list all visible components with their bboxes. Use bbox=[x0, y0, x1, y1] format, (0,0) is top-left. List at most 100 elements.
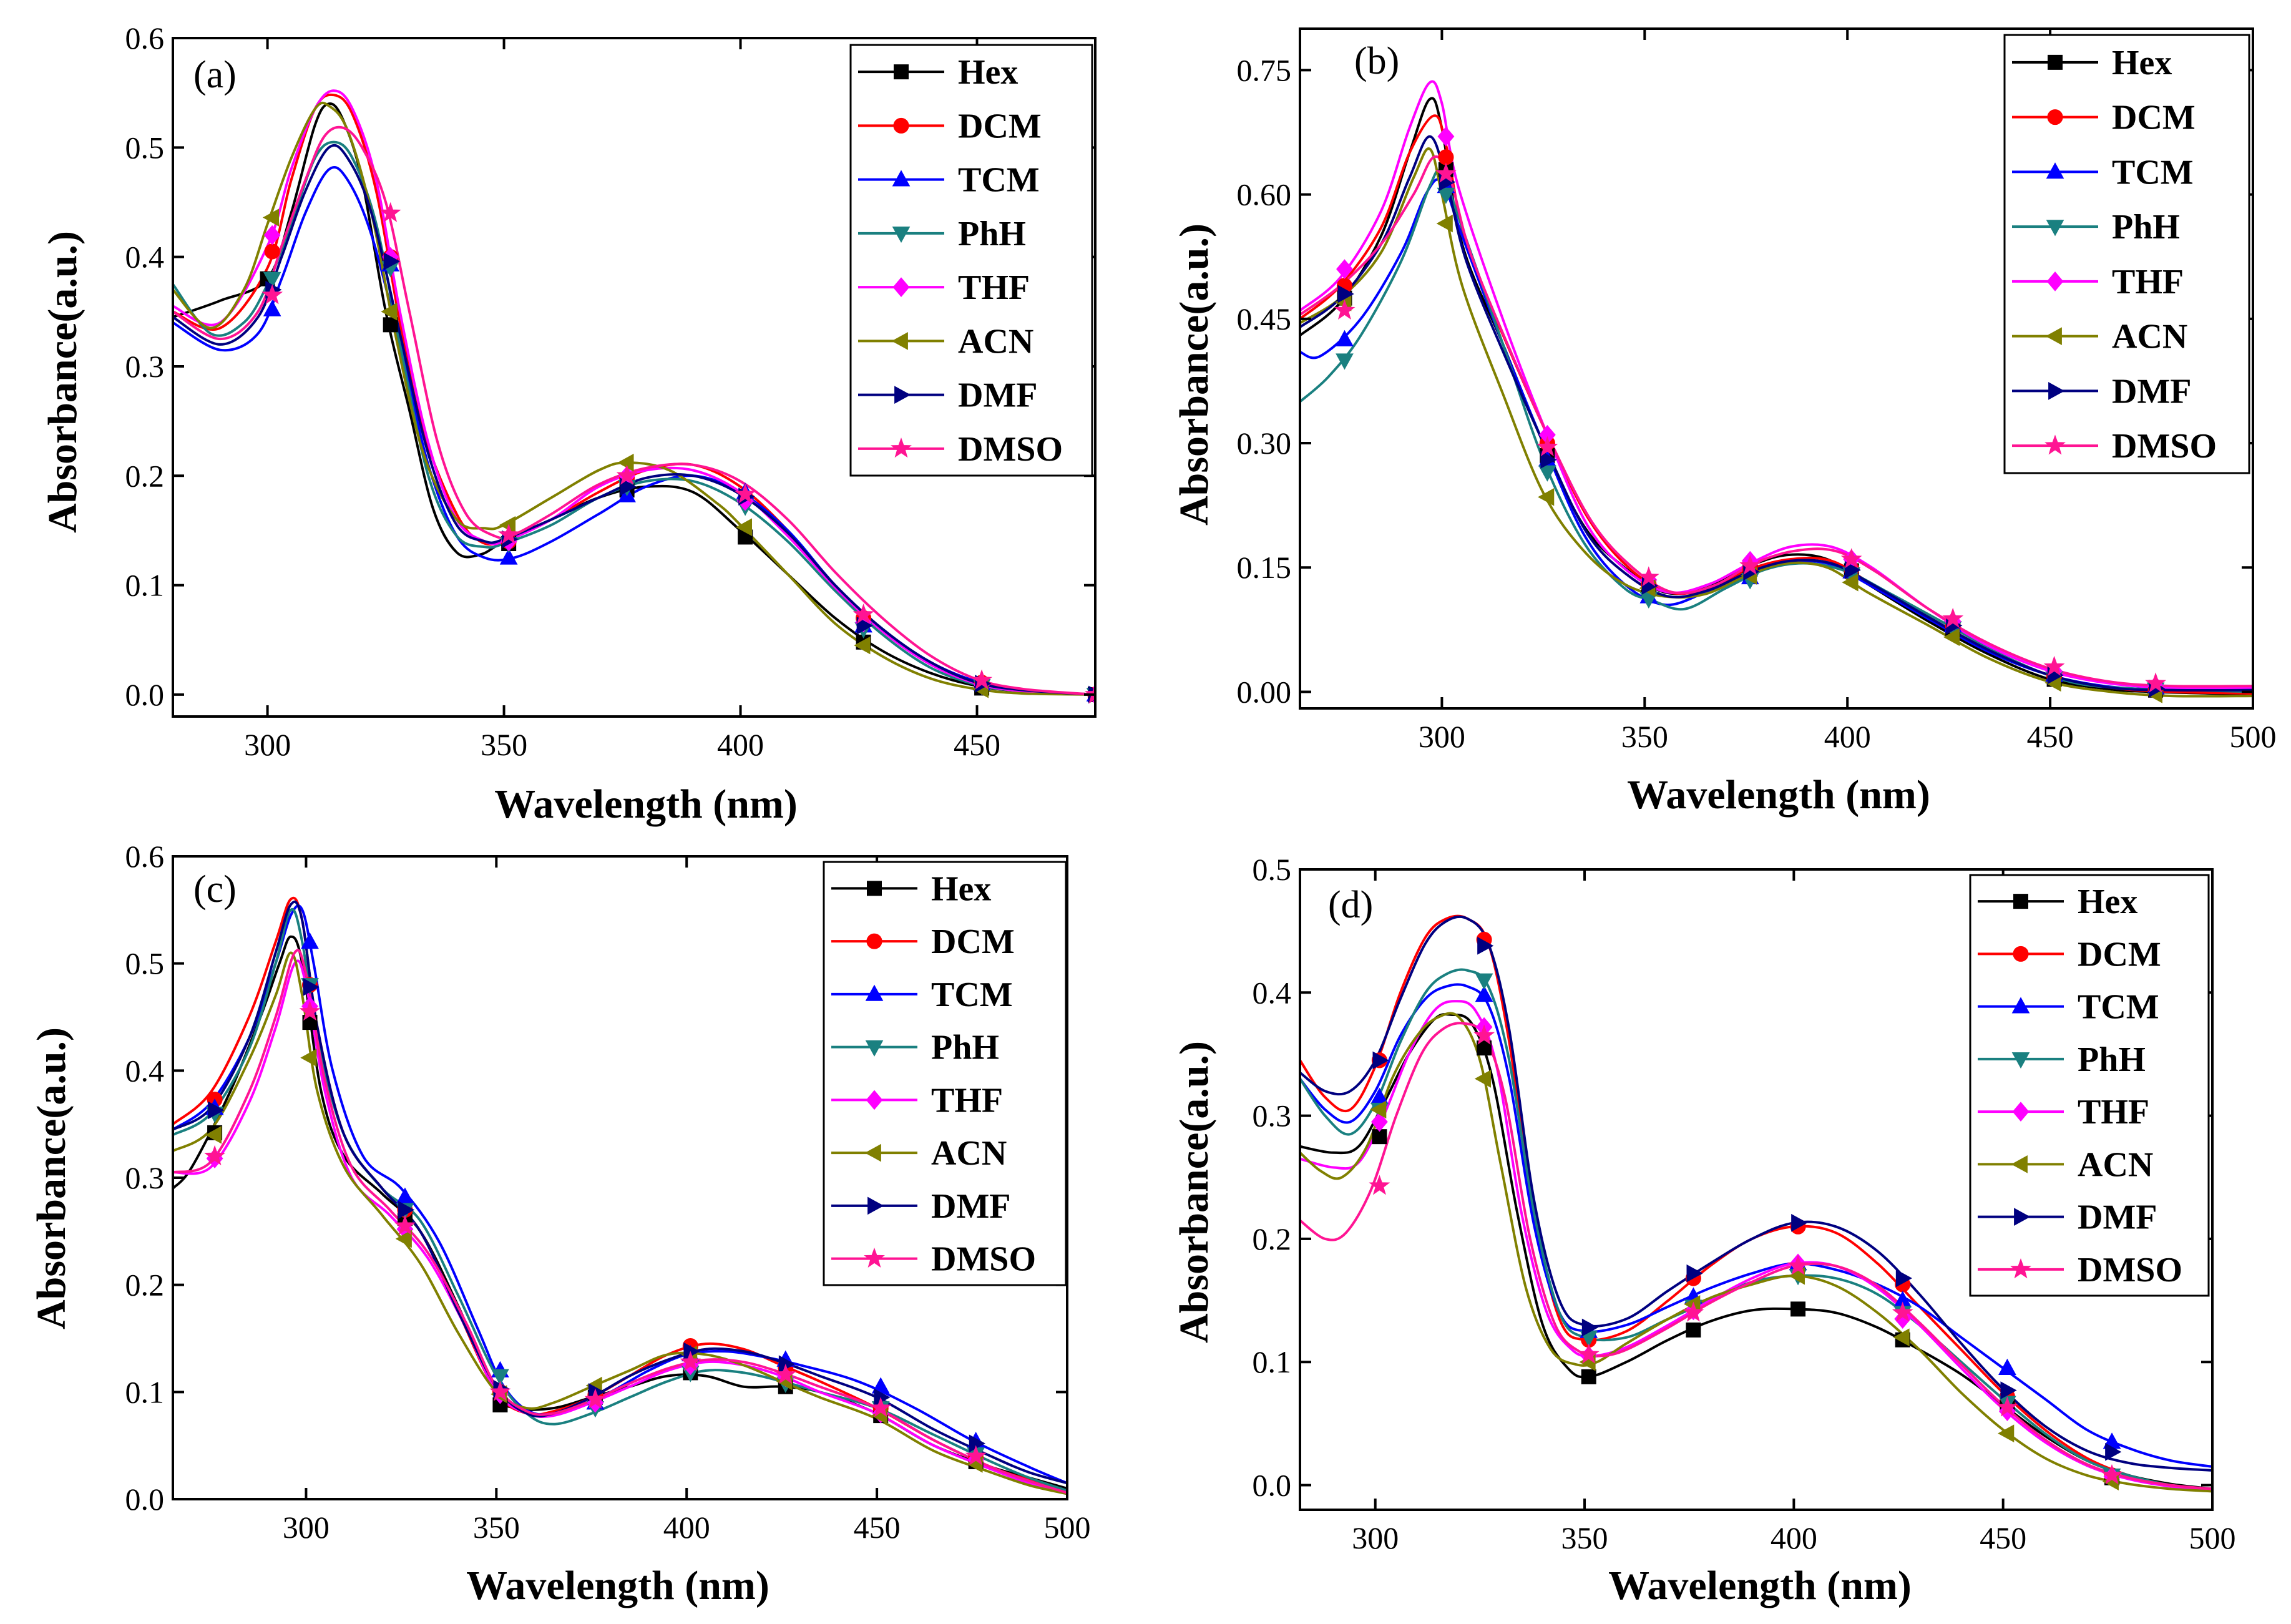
panel-b-series-acn-marker bbox=[1436, 214, 1453, 233]
panel-b-series-phh-marker bbox=[1437, 187, 1455, 204]
panel-c-legend-item-hex: Hex bbox=[831, 869, 991, 908]
panel-d-series-dmso-marker bbox=[1473, 1024, 1495, 1045]
panel-d-series-dmso-marker bbox=[1787, 1255, 1809, 1275]
panel-d-series-hex-marker bbox=[1581, 1369, 1596, 1384]
panel-b-legend-item-thf: THF bbox=[2012, 263, 2184, 301]
panel-d-series-dmso-marker bbox=[1892, 1301, 1913, 1322]
panel-b-x-tick-label: 500 bbox=[2230, 719, 2277, 754]
panel-a-series-acn-marker bbox=[617, 453, 634, 472]
panel-a-legend-marker-dmf bbox=[894, 386, 911, 404]
panel-c-x-tick-label: 500 bbox=[1044, 1510, 1091, 1545]
panel-d-legend-label-acn: ACN bbox=[2078, 1145, 2153, 1184]
panel-a-series-dmso-marker bbox=[616, 464, 638, 485]
panel-c-series-dmf-marker bbox=[303, 978, 320, 996]
panel-a-plot-area: 300 350 400 450 0.0 0.1 0.2 0.3 0.4 0.5 0.6 Hex DCM T… bbox=[125, 21, 1097, 762]
panel-d-series-acn-marker bbox=[1998, 1424, 2015, 1443]
panel-a-y-tick-label: 0.6 bbox=[125, 21, 165, 56]
panel-a-series-dmso-marker bbox=[852, 604, 874, 624]
panel-b-y-tick-label: 0.15 bbox=[1237, 550, 1292, 585]
panel-d-series-hex-marker bbox=[1686, 1322, 1701, 1338]
panel-a-series-dmf-marker bbox=[620, 477, 637, 496]
panel-a-series-tcm-marker bbox=[263, 300, 281, 316]
panel-c-series-dmso-marker bbox=[394, 1215, 416, 1235]
panel-c-x-tick-label: 300 bbox=[283, 1510, 330, 1545]
panel-d-frame bbox=[1299, 868, 2214, 1511]
panel-c-legend-marker-dmf bbox=[867, 1196, 884, 1215]
panel-d-legend-item-dcm: DCM bbox=[1978, 935, 2161, 974]
panel-b-series-dmf-marker bbox=[1540, 451, 1557, 469]
panel-b-series-dmso-marker bbox=[1638, 566, 1659, 587]
panel-d-x-tick-label: 300 bbox=[1352, 1520, 1399, 1555]
panel-c: 300 350 400 450 500 0.0 0.1 0.2 0.3 0.4 0.5 0.6 Hex D… bbox=[29, 839, 1091, 1608]
panel-c-series-acn-marker bbox=[395, 1230, 412, 1248]
panel-a-legend-label-dmf: DMF bbox=[958, 376, 1038, 415]
panel-a-series-dmso-marker bbox=[261, 284, 283, 305]
panel-b-y-axis-title: Absorbance(a.u.) bbox=[1171, 223, 1217, 526]
panel-c-legend-marker-phh bbox=[865, 1040, 884, 1057]
panel-a-legend-marker-tcm bbox=[892, 170, 911, 187]
panel-d-legend-item-tcm: TCM bbox=[1978, 988, 2159, 1027]
panel-b-legend-marker-dcm bbox=[2047, 109, 2063, 125]
panel-d-series-hex-line bbox=[1300, 1013, 2212, 1490]
panel-a-series-dmf-marker bbox=[383, 252, 400, 270]
panel-c-series-markers bbox=[204, 932, 987, 1473]
panel-d-series-acn-marker bbox=[1474, 1070, 1491, 1088]
panel-c-series-dmso-marker bbox=[774, 1364, 796, 1384]
panel-d-series-dmso-marker bbox=[1369, 1175, 1390, 1195]
panel-b-y-tick-label: 0.75 bbox=[1237, 52, 1292, 87]
panel-c-series-dmso-marker bbox=[965, 1445, 987, 1465]
panel-c-legend-item-dmso: DMSO bbox=[831, 1240, 1036, 1279]
panel-d-y-tick-label: 0.1 bbox=[1253, 1344, 1292, 1379]
panel-b-series-dmso-marker bbox=[1334, 299, 1356, 320]
panel-a-series-acn-marker bbox=[735, 518, 753, 537]
panel-b-series-thf-line bbox=[1300, 80, 2253, 690]
panel-d-legend-marker-dmso bbox=[2010, 1258, 2031, 1279]
panel-c-legend-marker-tcm bbox=[865, 984, 884, 1001]
panel-d-series-phh-marker bbox=[1475, 973, 1493, 990]
panel-a-series-dmf-marker bbox=[856, 617, 873, 635]
panel-c-series-phh-marker bbox=[491, 1369, 509, 1386]
panel-c-legend-label-thf: THF bbox=[931, 1081, 1003, 1120]
panel-a-series-dmso-marker bbox=[498, 524, 520, 544]
panel-b-y-tick-label: 0.30 bbox=[1237, 426, 1292, 461]
panel-a-y-axis-title: Absorbance(a.u.) bbox=[40, 231, 85, 533]
panel-c-legend-item-dcm: DCM bbox=[831, 922, 1015, 961]
panel-c-legend-item-thf: THF bbox=[831, 1081, 1003, 1120]
panel-b-legend-label-dmso: DMSO bbox=[2112, 427, 2217, 466]
panel-a-legend-label-phh: PhH bbox=[958, 215, 1026, 253]
panel-c-legend-box bbox=[823, 861, 1067, 1286]
panel-a-x-tick-label: 400 bbox=[717, 727, 764, 762]
panel-c-legend-label-tcm: TCM bbox=[931, 976, 1013, 1014]
panel-b-series-dmf-marker bbox=[1337, 285, 1354, 303]
panel-d-y-tick-label: 0.0 bbox=[1253, 1468, 1292, 1503]
panel-d-series-markers bbox=[1369, 931, 2123, 1490]
panel-d-legend-label-dmf: DMF bbox=[2078, 1198, 2157, 1237]
panel-c-legend-label-hex: Hex bbox=[931, 869, 991, 908]
panel-d-series-dmso-marker bbox=[2101, 1464, 2123, 1485]
panel-d-plot-area: 300 350 400 450 500 0.0 0.1 0.2 0.3 0.4 0.5 Hex DCM T… bbox=[1253, 852, 2236, 1555]
panel-a-legend-item-hex: Hex bbox=[858, 53, 1018, 92]
panel-d-legend-item-dmf: DMF bbox=[1978, 1198, 2157, 1237]
panel-b-legend-label-acn: ACN bbox=[2112, 318, 2187, 356]
panel-c-label: (c) bbox=[193, 868, 237, 911]
panel-d-series-dmf-marker bbox=[1372, 1051, 1389, 1070]
panel-c-series-dmf-marker bbox=[398, 1201, 415, 1219]
panel-b-series-markers bbox=[1334, 126, 2167, 703]
panel-c-plot-area: 300 350 400 450 500 0.0 0.1 0.2 0.3 0.4 0.5 0.6 Hex D… bbox=[125, 839, 1091, 1545]
panel-b-series-dmso-marker bbox=[2043, 655, 2065, 677]
panel-a-series-dmso-marker bbox=[735, 483, 756, 504]
panel-d-legend-label-hex: Hex bbox=[2078, 883, 2137, 921]
panel-a-x-tick-label: 450 bbox=[954, 727, 1000, 762]
panel-a-series-thf-marker bbox=[263, 225, 281, 245]
panel-b-legend-item-tcm: TCM bbox=[2012, 153, 2194, 192]
panel-d-legend-marker-dcm bbox=[2013, 946, 2029, 962]
panel-d-legend-item-hex: Hex bbox=[1978, 883, 2137, 921]
panel-d-series-tcm-line bbox=[1300, 983, 2212, 1468]
panel-a-x-tick-label: 300 bbox=[244, 727, 291, 762]
panel-d-series-hex-marker bbox=[1477, 1040, 1492, 1056]
panel-c-x-tick-label: 400 bbox=[663, 1510, 710, 1545]
panel-a-series-phh-marker bbox=[263, 271, 281, 288]
panel-b-legend-box bbox=[2003, 34, 2250, 474]
panel-b-legend-marker-dmf bbox=[2048, 382, 2065, 400]
